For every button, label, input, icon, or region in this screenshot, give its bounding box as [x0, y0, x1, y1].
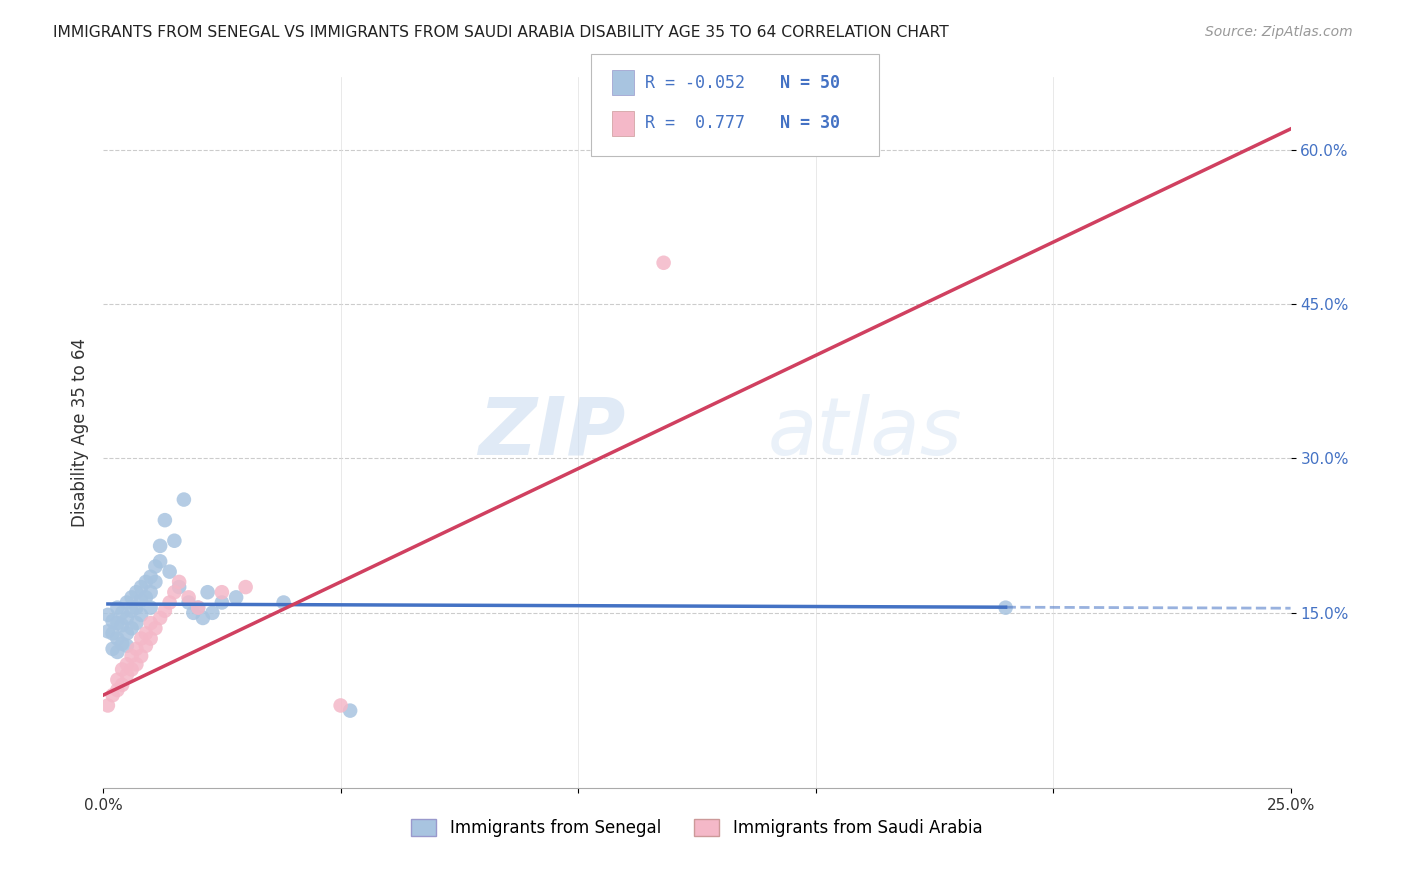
Point [125, 585, 148, 599]
Point [115, 626, 138, 640]
Y-axis label: Disability Age 35 to 64: Disability Age 35 to 64 [72, 338, 89, 527]
Point [97, 698, 120, 713]
Point [167, 574, 190, 589]
Point [101, 614, 124, 628]
Point [105, 645, 128, 659]
Point [201, 606, 224, 620]
Point [167, 580, 190, 594]
Point [994, 600, 1017, 615]
Point [129, 607, 152, 622]
Point [183, 606, 205, 620]
Text: Source: ZipAtlas.com: Source: ZipAtlas.com [1205, 25, 1353, 39]
Point [135, 626, 157, 640]
Point [115, 657, 138, 672]
Point [129, 648, 152, 663]
Legend: Immigrants from Senegal, Immigrants from Saudi Arabia: Immigrants from Senegal, Immigrants from… [405, 812, 988, 844]
Point [125, 657, 148, 672]
Text: R = -0.052: R = -0.052 [645, 74, 745, 92]
Point [273, 595, 295, 609]
Point [111, 606, 134, 620]
Point [97, 624, 120, 639]
Point [121, 604, 143, 618]
Point [149, 611, 172, 625]
Point [105, 616, 128, 631]
Point [121, 662, 143, 676]
Point [139, 585, 162, 599]
Point [197, 585, 219, 599]
Point [187, 600, 209, 615]
Point [125, 600, 148, 615]
Point [129, 632, 152, 646]
Point [121, 591, 143, 605]
Point [153, 604, 176, 618]
Point [139, 616, 162, 631]
Point [105, 683, 128, 698]
Point [135, 574, 157, 589]
Text: ZIP: ZIP [478, 393, 626, 472]
Point [139, 570, 162, 584]
Point [145, 574, 167, 589]
Point [225, 591, 247, 605]
Point [163, 533, 186, 548]
Point [153, 513, 176, 527]
Text: N = 30: N = 30 [780, 114, 841, 132]
Point [339, 704, 361, 718]
Point [329, 698, 352, 713]
Point [111, 618, 134, 632]
Point [135, 591, 157, 605]
Point [115, 639, 138, 653]
Point [149, 539, 172, 553]
Point [159, 595, 181, 609]
Point [115, 595, 138, 609]
Text: IMMIGRANTS FROM SENEGAL VS IMMIGRANTS FROM SAUDI ARABIA DISABILITY AGE 35 TO 64 : IMMIGRANTS FROM SENEGAL VS IMMIGRANTS FR… [53, 25, 949, 40]
Point [139, 632, 162, 646]
Text: R =  0.777: R = 0.777 [645, 114, 745, 132]
Point [135, 639, 157, 653]
Point [105, 600, 128, 615]
Point [129, 580, 152, 594]
Point [129, 593, 152, 607]
Point [125, 616, 148, 631]
Point [101, 688, 124, 702]
Point [173, 492, 195, 507]
Point [121, 648, 143, 663]
Point [177, 595, 200, 609]
Text: atlas: atlas [768, 393, 963, 472]
Point [111, 678, 134, 692]
Point [139, 600, 162, 615]
Point [235, 580, 257, 594]
Point [652, 256, 675, 270]
Point [187, 600, 209, 615]
Point [145, 621, 167, 635]
Point [105, 632, 128, 646]
Point [101, 626, 124, 640]
Point [97, 607, 120, 622]
Point [115, 611, 138, 625]
Point [211, 595, 233, 609]
Point [159, 565, 181, 579]
Point [177, 591, 200, 605]
Point [211, 585, 233, 599]
Point [191, 611, 214, 625]
Point [149, 554, 172, 568]
Point [125, 641, 148, 656]
Text: N = 50: N = 50 [780, 74, 841, 92]
Point [115, 667, 138, 681]
Point [105, 673, 128, 687]
Point [111, 662, 134, 676]
Point [111, 637, 134, 651]
Point [163, 585, 186, 599]
Point [101, 641, 124, 656]
Point [145, 559, 167, 574]
Point [121, 621, 143, 635]
